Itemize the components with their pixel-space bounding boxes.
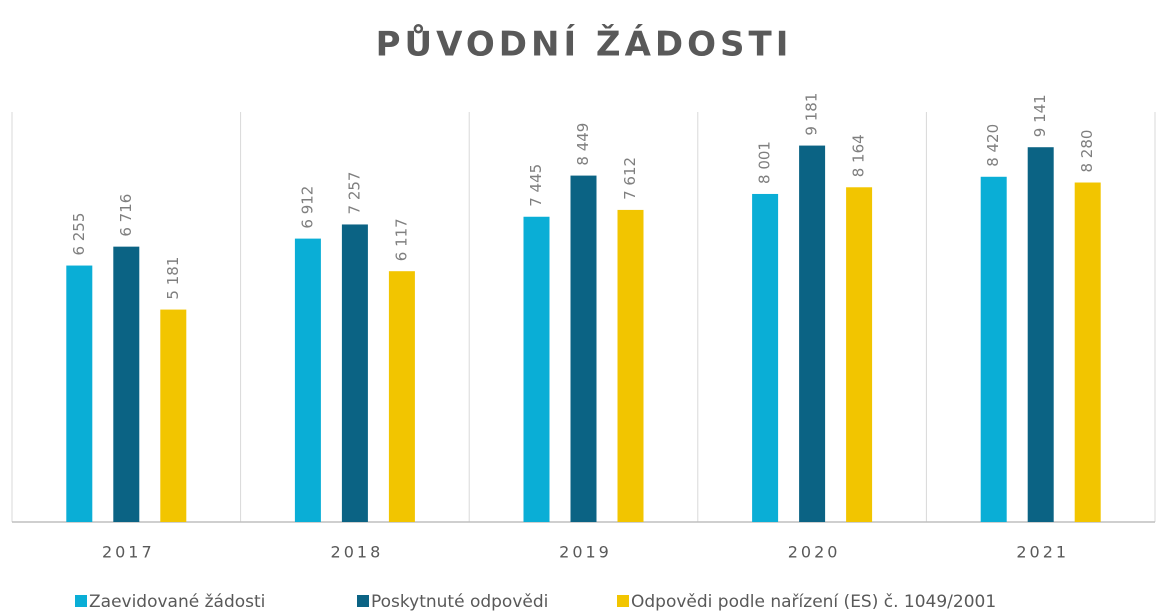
bar	[66, 265, 93, 522]
bar	[617, 209, 644, 522]
bar	[1074, 182, 1101, 522]
x-tick-label: 2018	[331, 543, 384, 562]
bar	[341, 224, 368, 522]
bar	[388, 271, 415, 522]
legend-label: Zaevidované žádosti	[89, 592, 265, 612]
legend-swatch	[617, 595, 629, 607]
bar	[799, 145, 826, 523]
data-label: 8 164	[850, 134, 868, 177]
legend-label: Poskytnuté odpovědi	[371, 592, 548, 612]
data-label: 6 117	[392, 218, 410, 261]
data-label: 7 445	[527, 164, 545, 207]
data-label: 8 001	[756, 141, 774, 184]
legend-label: Odpovědi podle nařízení (ES) č. 1049/200…	[631, 592, 996, 612]
bar	[294, 238, 321, 522]
x-tick-label: 2020	[788, 543, 841, 562]
bar	[980, 176, 1007, 522]
x-tick-label: 2019	[559, 543, 612, 562]
bar	[1027, 147, 1054, 522]
data-label: 8 420	[984, 124, 1002, 167]
data-label: 5 181	[164, 257, 182, 300]
bar	[752, 193, 779, 523]
bar	[160, 309, 187, 522]
data-label: 6 716	[117, 194, 135, 237]
data-label: 6 255	[70, 213, 88, 256]
bar	[846, 187, 873, 522]
data-label: 8 280	[1078, 130, 1096, 173]
data-label: 9 181	[803, 93, 821, 136]
bar	[570, 175, 597, 522]
bar	[523, 216, 550, 522]
data-label: 7 257	[345, 172, 363, 215]
data-label: 7 612	[621, 157, 639, 200]
legend-swatch	[75, 595, 87, 607]
bar	[113, 246, 140, 523]
legend-swatch	[357, 595, 369, 607]
x-tick-label: 2021	[1016, 543, 1069, 562]
data-label: 9 141	[1031, 94, 1049, 137]
x-tick-label: 2017	[102, 543, 155, 562]
data-label: 8 449	[574, 123, 592, 166]
chart-title: PŮVODNÍ ŽÁDOSTI	[376, 24, 793, 65]
data-label: 6 912	[298, 186, 316, 229]
